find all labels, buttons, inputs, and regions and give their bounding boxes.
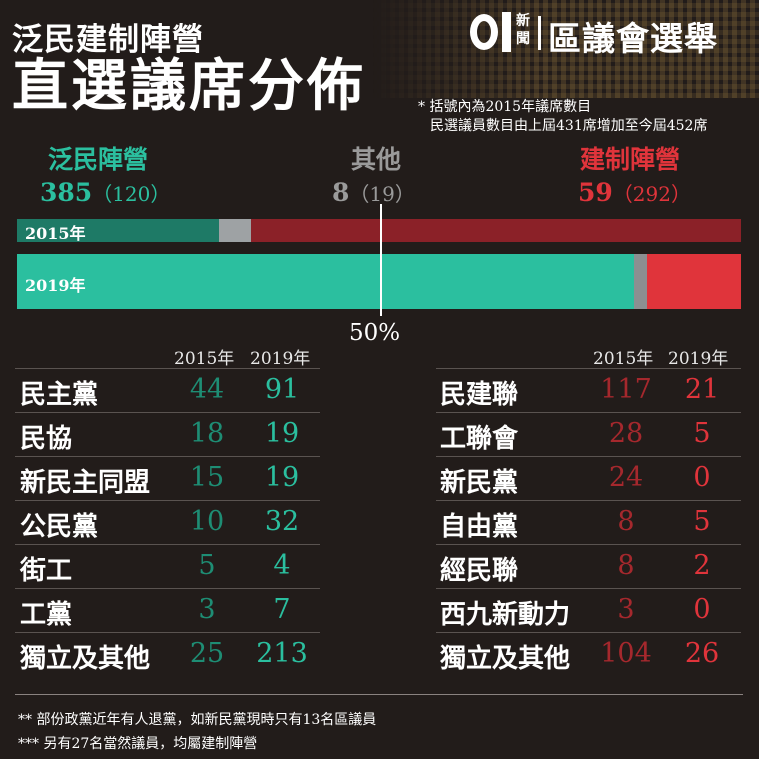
pan-democrat-seats: 385（120）	[40, 178, 170, 207]
pan_democrat-seats-2019: 19	[264, 418, 300, 449]
pan_democrat-seats-2019: 213	[256, 638, 308, 669]
pro-establishment-seats-2015: （292）	[612, 182, 691, 206]
pan_democrat-row-divider	[15, 456, 320, 457]
pan_democrat-party-name: 民協	[20, 424, 73, 454]
note-line-2: 民選議員數目由上屆431席增加至今屆452席	[430, 118, 708, 134]
pro_establishment-row-divider	[436, 588, 741, 589]
header-notes: * 括號內為2015年議席數目 民選議員數目由上屆431席增加至今屆452席	[418, 98, 707, 136]
fifty-percent-line	[380, 204, 382, 316]
pan_democrat-row-divider	[15, 544, 320, 545]
pro_establishment-seats-2019: 5	[693, 506, 711, 537]
pro_establishment-seats-2015: 28	[608, 418, 644, 449]
header-decorative-pattern	[372, 0, 759, 98]
pan_democrat-seats-2019: 19	[264, 462, 300, 493]
pan_democrat-seats-2015: 15	[189, 462, 225, 493]
other-seats-2019: 8	[332, 178, 350, 207]
fifty-percent-label: 50%	[349, 320, 401, 346]
pan_democrat-seats-2015: 44	[189, 374, 225, 405]
logo-one-glyph	[502, 12, 511, 52]
bar-segment-2015-s0	[17, 219, 219, 242]
bar-segment-2019-s1	[634, 254, 647, 309]
pro-establishment-seats: 59（292）	[578, 178, 691, 207]
pro_establishment-seats-2015: 3	[617, 594, 635, 625]
footer-divider	[15, 694, 743, 695]
pan_democrat-seats-2015: 3	[198, 594, 216, 625]
pro-establishment-camp-name: 建制陣營	[580, 145, 681, 174]
title-line-1: 泛民建制陣營	[12, 22, 204, 58]
pro_establishment-seats-2015: 104	[600, 638, 652, 669]
pro_establishment-seats-2019: 0	[693, 462, 711, 493]
bar-segment-2015-s2	[251, 219, 741, 242]
pro_establishment-seats-2019: 21	[684, 374, 720, 405]
pro_establishment-seats-2015: 117	[600, 374, 652, 405]
pan-democrat-seats-2019: 385	[40, 178, 93, 207]
pro_establishment-party-name: 經民聯	[440, 556, 519, 586]
pro_establishment-seats-2019: 5	[693, 418, 711, 449]
pan_democrat-row-divider	[15, 632, 320, 633]
pan_democrat-party-name: 公民黨	[20, 512, 99, 542]
other-seats-2015: （19）	[349, 182, 415, 206]
page-title: 直選議席分佈	[12, 53, 366, 119]
pro_establishment-row-divider	[436, 544, 741, 545]
hk01-logo: 新聞 區議會選舉	[468, 10, 750, 60]
pro_establishment-party-name: 自由黨	[440, 512, 519, 542]
pan_democrat-party-name: 工黨	[20, 600, 73, 630]
pan_democrat-seats-2019: 32	[264, 506, 300, 537]
right-header-2019: 2019年	[668, 349, 729, 369]
pan_democrat-party-name: 街工	[20, 556, 73, 586]
pan_democrat-party-name: 獨立及其他	[20, 644, 151, 674]
left-header-2015: 2015年	[174, 349, 235, 369]
note-line-1: * 括號內為2015年議席數目	[418, 99, 592, 115]
logo-divider	[538, 16, 541, 50]
bar-2015-label: 2015年	[25, 224, 86, 243]
pan_democrat-seats-2019: 4	[273, 550, 291, 581]
logo-news-label: 新聞	[516, 13, 530, 47]
pan_democrat-seats-2019: 7	[273, 594, 291, 625]
pro_establishment-seats-2019: 26	[684, 638, 720, 669]
bar-2015	[17, 219, 741, 242]
pro_establishment-party-name: 民建聯	[440, 380, 519, 410]
pro_establishment-seats-2019: 2	[693, 550, 711, 581]
other-camp-name: 其他	[351, 145, 402, 174]
pro_establishment-party-name: 西九新動力	[440, 600, 571, 630]
pro_establishment-row-divider	[436, 412, 741, 413]
pan_democrat-seats-2015: 10	[189, 506, 225, 537]
bar-2019	[17, 254, 741, 309]
left-header-2019: 2019年	[250, 349, 311, 369]
pro_establishment-party-name: 新民黨	[440, 468, 519, 498]
pan-democrat-camp-name: 泛民陣營	[48, 145, 149, 174]
footnote-1: ** 部份政黨近年有人退黨，如新民黨現時只有13名區議員	[18, 712, 377, 728]
pan_democrat-row-divider	[15, 500, 320, 501]
bar-segment-2015-s1	[219, 219, 251, 242]
pro_establishment-seats-2015: 8	[617, 550, 635, 581]
pro_establishment-seats-2015: 8	[617, 506, 635, 537]
pro_establishment-party-name: 獨立及其他	[440, 644, 571, 674]
pro_establishment-row-divider	[436, 500, 741, 501]
logo-title: 區議會選舉	[548, 19, 718, 58]
pan_democrat-seats-2015: 25	[189, 638, 225, 669]
pro_establishment-seats-2019: 0	[693, 594, 711, 625]
pan_democrat-seats-2015: 18	[189, 418, 225, 449]
pro_establishment-row-divider	[436, 368, 741, 369]
pro-establishment-seats-2019: 59	[578, 178, 613, 207]
pro_establishment-party-name: 工聯會	[440, 424, 519, 454]
pan_democrat-row-divider	[15, 588, 320, 589]
bar-2019-label: 2019年	[25, 276, 86, 295]
pan_democrat-party-name: 民主黨	[20, 380, 99, 410]
pro_establishment-row-divider	[436, 456, 741, 457]
pan-democrat-seats-2015: （120）	[92, 182, 171, 206]
right-header-2015: 2015年	[593, 349, 654, 369]
other-seats: 8（19）	[332, 178, 415, 207]
bar-segment-2019-s0	[17, 254, 634, 309]
bar-segment-2019-s2	[647, 254, 741, 309]
logo-zero-glyph	[470, 14, 498, 50]
pro_establishment-seats-2015: 24	[608, 462, 644, 493]
footnote-2: *** 另有27名當然議員，均屬建制陣營	[18, 736, 258, 752]
pan_democrat-row-divider	[15, 368, 320, 369]
pan_democrat-row-divider	[15, 412, 320, 413]
pan_democrat-seats-2019: 91	[264, 374, 300, 405]
pan_democrat-seats-2015: 5	[198, 550, 216, 581]
pro_establishment-row-divider	[436, 632, 741, 633]
pan_democrat-party-name: 新民主同盟	[20, 468, 151, 498]
